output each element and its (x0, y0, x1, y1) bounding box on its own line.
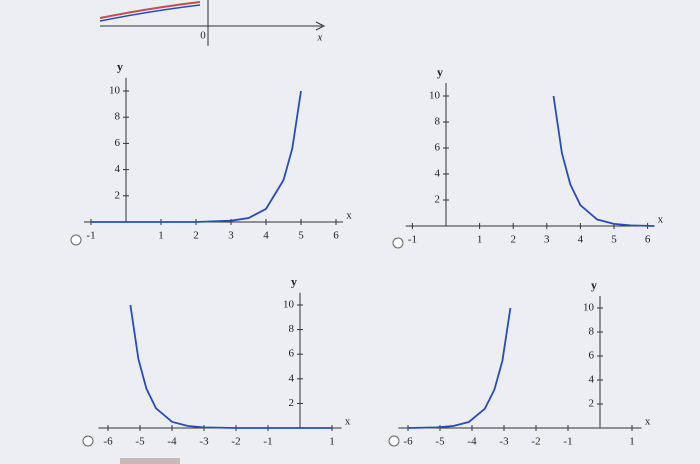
x-tick-label: 1 (158, 230, 164, 242)
curve (99, 1, 201, 19)
x-tick-label: -5 (135, 436, 145, 448)
x-tick-label: 6 (333, 230, 339, 242)
y-label: y (591, 278, 597, 292)
x-tick-label: 2 (193, 230, 199, 242)
x-tick-label: 4 (578, 234, 584, 246)
y-tick-label: 4 (289, 372, 295, 384)
x-tick-label: -6 (103, 436, 113, 448)
y-tick-label: 6 (435, 142, 441, 154)
x-tick-label: -5 (435, 436, 445, 448)
y-tick-label: 8 (435, 116, 441, 128)
x-tick-label: -4 (167, 436, 177, 448)
x-tick-label: 5 (611, 234, 617, 246)
curve (552, 95, 655, 227)
y-label: y (117, 60, 123, 74)
x-tick-label: 5 (298, 230, 304, 242)
x-label: x (345, 416, 351, 428)
y-tick-label: 2 (115, 189, 121, 201)
radio-button[interactable] (82, 435, 94, 447)
x-tick-label: -3 (499, 436, 509, 448)
x-tick-label: 6 (645, 234, 651, 246)
curve (91, 90, 302, 223)
y-tick-label: 2 (435, 194, 441, 206)
curve (99, 4, 201, 22)
x-tick-label: -1 (86, 230, 95, 242)
curve (129, 304, 332, 429)
y-label: y (291, 274, 297, 288)
partial-graph: 0 x (99, 0, 326, 46)
x-tick-label: 2 (510, 234, 516, 246)
x-tick-label: 3 (228, 230, 234, 242)
y-tick-label: 10 (583, 302, 595, 314)
x-tick-label: 1 (629, 436, 635, 448)
x-tick-label: -1 (263, 436, 272, 448)
radio-button[interactable] (388, 435, 400, 447)
x-tick-label: 1 (477, 234, 483, 246)
y-tick-label: 2 (289, 397, 295, 409)
arrow (315, 21, 326, 31)
radio-button[interactable] (392, 237, 404, 249)
x-tick-label: 3 (544, 234, 550, 246)
y-tick-label: 6 (289, 348, 295, 360)
origin-label: 0 (200, 30, 206, 42)
x-tick-label: -3 (199, 436, 209, 448)
curve (407, 307, 512, 429)
x-tick-label: -1 (408, 234, 417, 246)
y-tick-label: 4 (589, 374, 595, 386)
y-tick-label: 8 (115, 111, 121, 123)
y-tick-label: 2 (589, 398, 595, 410)
x-label: x (346, 210, 352, 222)
x-tick-label: -4 (467, 436, 477, 448)
y-tick-label: 4 (115, 163, 121, 175)
y-tick-label: 6 (589, 350, 595, 362)
scroll-hint (120, 458, 180, 464)
x-label: x (317, 32, 323, 44)
y-label: y (437, 65, 443, 79)
x-label: x (645, 416, 651, 428)
radio-button[interactable] (70, 234, 82, 246)
y-tick-label: 8 (289, 323, 295, 335)
y-tick-label: 10 (283, 299, 295, 311)
y-tick-label: 4 (435, 168, 441, 180)
x-tick-label: -1 (563, 436, 572, 448)
x-tick-label: -6 (403, 436, 413, 448)
y-tick-label: 10 (109, 85, 121, 97)
x-tick-label: 4 (263, 230, 269, 242)
y-tick-label: 10 (429, 90, 441, 102)
y-tick-label: 6 (115, 137, 121, 149)
x-label: x (658, 214, 664, 226)
y-tick-label: 8 (589, 326, 595, 338)
x-tick-label: -2 (531, 436, 540, 448)
x-tick-label: 1 (329, 436, 335, 448)
x-tick-label: -2 (231, 436, 240, 448)
